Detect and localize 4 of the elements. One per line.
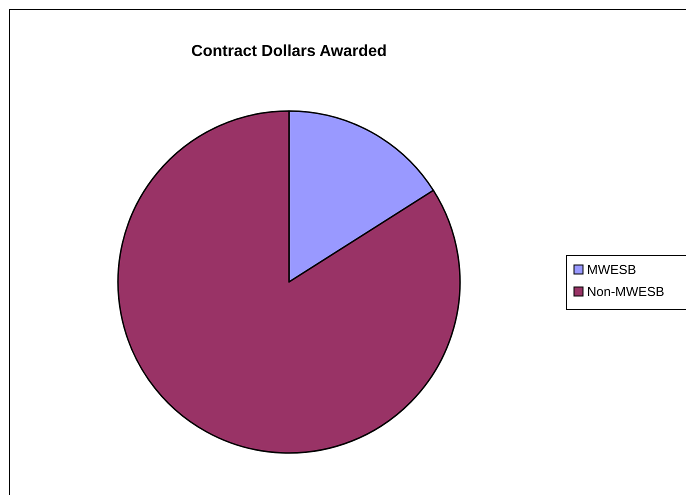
legend-label: Non-MWESB — [587, 284, 664, 299]
legend-label: MWESB — [587, 262, 636, 277]
pie-slice — [117, 110, 461, 454]
chart-title: Contract Dollars Awarded — [191, 43, 387, 60]
